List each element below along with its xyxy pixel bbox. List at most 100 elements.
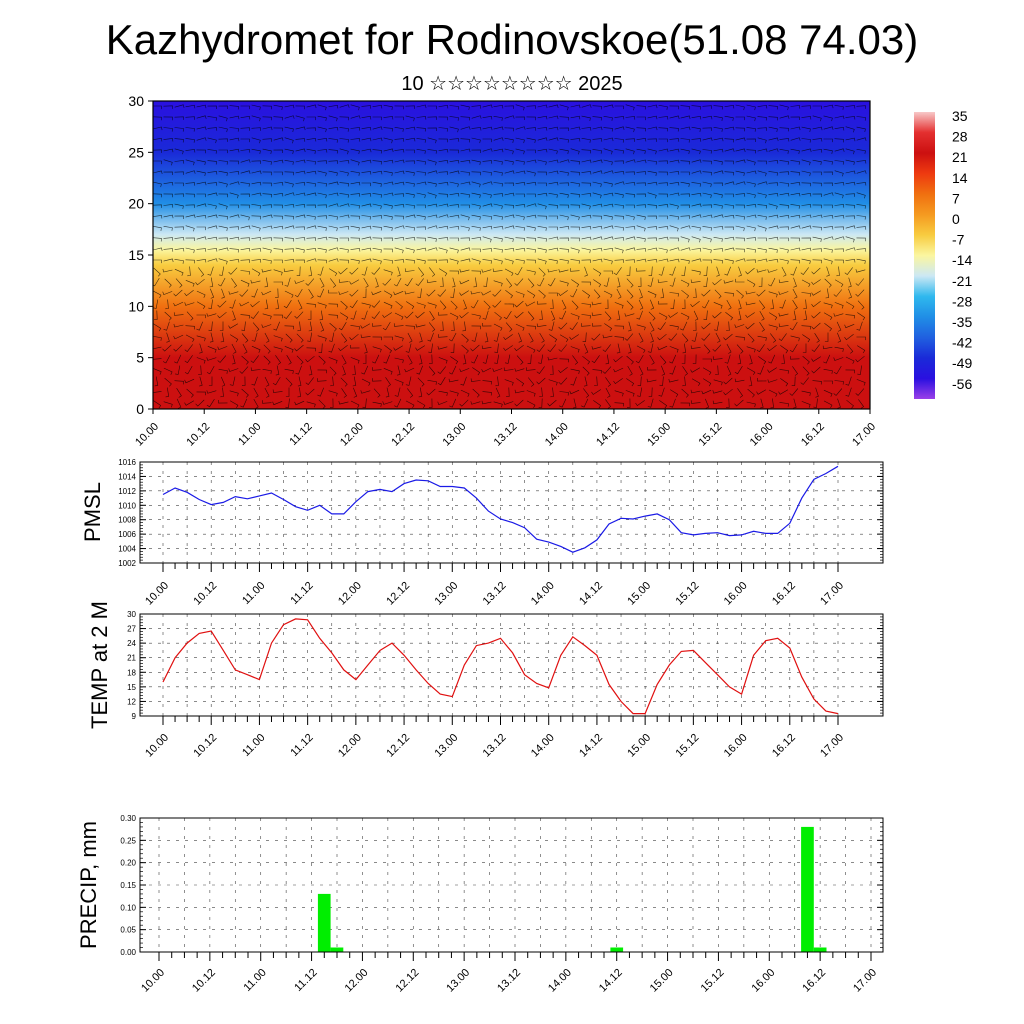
wind-barb [361,105,372,109]
wind-barb [372,149,382,154]
wind-barb [361,247,372,252]
wind-barb [592,323,602,327]
wind-barb [153,149,162,153]
wind-barb [206,390,217,394]
wind-barb [625,247,636,251]
wind-barb [833,313,844,317]
wind-barb [834,346,844,352]
wind-barb [196,203,207,207]
wind-barb [792,310,797,321]
wind-barb [372,203,382,210]
wind-barb [844,267,853,276]
wind-barb [581,115,591,122]
wind-barb [726,321,730,331]
wind-barb [626,378,635,387]
wind-barb [306,303,316,308]
wind-barb [416,247,427,252]
wind-barb [801,159,811,166]
wind-barb [383,354,390,364]
wind-barb [812,182,822,187]
wind-barb [173,323,184,328]
wind-barb [383,104,393,110]
wind-barb [702,367,712,376]
wind-barb [581,149,591,154]
wind-barb [669,138,680,142]
wind-barb [561,299,567,310]
wind-barb [668,312,678,318]
xtick-label: 13.00 [432,580,460,608]
wind-barb [153,193,162,198]
wind-barb [845,159,855,166]
wind-barb [416,192,426,199]
wind-barb [405,115,415,122]
wind-barb [702,358,712,363]
wind-barb [768,203,778,210]
wind-barb [218,105,228,110]
wind-barb [790,266,797,276]
wind-barb [802,366,810,376]
wind-barb [526,170,536,177]
wind-barb [460,126,471,130]
wind-barb [393,323,404,327]
wind-barb [559,192,569,198]
wind-barb [339,203,350,207]
wind-barb [185,325,195,330]
wind-barb [471,214,481,220]
wind-barb [448,378,459,383]
wind-barb [550,387,554,398]
wind-barb [165,299,169,310]
wind-barb [856,379,866,386]
wind-barb [856,182,867,186]
wind-barb [339,138,349,143]
wind-barb [341,388,347,398]
wind-barb [384,345,393,354]
wind-barb [515,170,526,175]
wind-barb [537,215,547,220]
wind-barb [637,277,642,287]
wind-barb [173,312,184,316]
wind-barb [793,398,797,409]
wind-barb [426,388,436,396]
wind-barb [427,225,438,229]
xtick-label: 17.00 [818,580,846,608]
wind-barb [792,300,798,310]
wind-barb [668,378,679,383]
wind-barb [669,171,680,175]
wind-barb [658,148,669,153]
wind-barb [648,387,653,397]
wind-barb [328,215,338,220]
wind-barb [185,159,195,166]
wind-barb [481,345,492,350]
wind-barb [559,127,569,131]
wind-barb [801,192,812,197]
wind-barb [746,346,756,353]
wind-barb [691,126,701,132]
colorbar-label: 7 [952,190,960,206]
wind-barb [559,138,569,143]
wind-barb [768,291,778,298]
wind-barb [481,269,492,273]
wind-barb [372,170,383,175]
wind-barb [185,149,196,153]
wind-barb [163,204,174,208]
wind-barb [614,215,624,220]
wind-barb [636,159,647,164]
wind-barb [526,269,536,276]
wind-barb [681,354,686,364]
xtick-label: 15.12 [674,732,702,760]
wind-barb [669,398,676,408]
wind-barb [383,214,393,220]
wind-barb [504,303,514,308]
wind-barb [526,203,537,207]
wind-barb [163,116,173,121]
wind-barb [768,214,779,219]
wind-barb [350,344,360,349]
wind-barb [791,376,796,386]
wind-barb [823,204,833,209]
wind-barb [263,344,271,354]
wind-barb [394,105,404,110]
wind-barb [153,368,162,375]
wind-barb [756,269,767,273]
wind-barb [856,336,866,341]
wind-barb [416,127,426,132]
